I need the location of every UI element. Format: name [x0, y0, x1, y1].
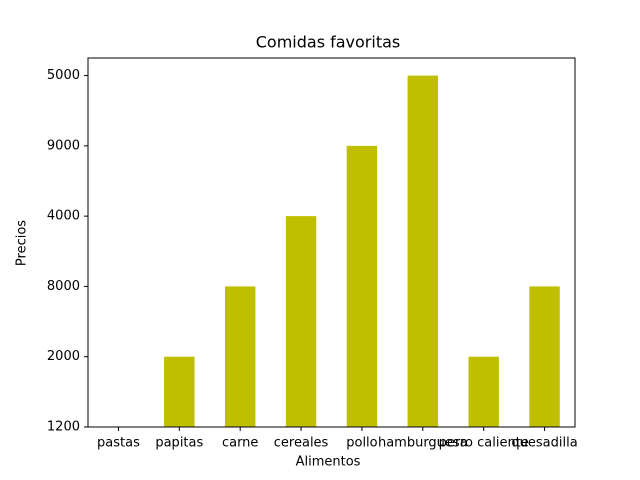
x-tick-label: pastas [97, 436, 140, 451]
y-tick-label: 9000 [47, 138, 80, 153]
x-tick-label: perro caliente [439, 436, 529, 451]
bar [346, 145, 378, 427]
y-tick-label: 2000 [47, 349, 80, 364]
plot-frame [87, 57, 576, 428]
bar [224, 286, 256, 427]
y-tick-label: 5000 [47, 68, 80, 83]
chart-title: Comidas favoritas [256, 33, 401, 52]
bar [529, 286, 560, 427]
x-axis-label: Alimentos [296, 455, 361, 470]
y-axis-label: Precios [15, 220, 30, 266]
x-tick-label: pollo [346, 436, 377, 451]
bar [407, 75, 439, 428]
x-tick-label: hamburguesa [378, 436, 468, 451]
x-tick-label: papitas [155, 436, 203, 451]
y-tick-label: 1200 [47, 420, 80, 435]
x-tick-label: carne [222, 436, 258, 451]
y-tick-label: 8000 [47, 279, 80, 294]
bar [285, 216, 317, 427]
x-tick-label: quesadilla [511, 436, 577, 451]
x-tick-label: cereales [274, 436, 329, 451]
bar [164, 356, 195, 427]
y-tick-label: 4000 [47, 209, 80, 224]
bar [468, 356, 499, 427]
